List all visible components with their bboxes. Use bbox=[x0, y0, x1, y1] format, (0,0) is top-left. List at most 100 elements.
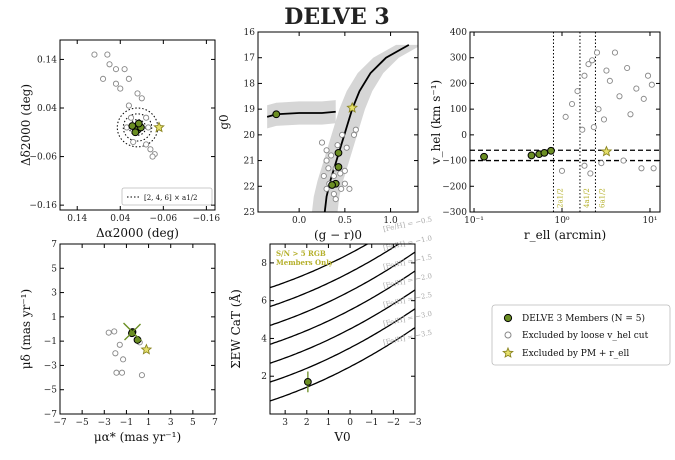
rv-excluded-point bbox=[600, 116, 608, 123]
rv-xtick-label: 10⁰ bbox=[554, 216, 569, 226]
cmd-member-point bbox=[328, 181, 336, 189]
pm-ylabel: μδ (mas yr⁻¹) bbox=[19, 289, 33, 369]
cat-feh-label: [Fe/H] = −1.5 bbox=[382, 253, 432, 271]
pm-plot-area bbox=[105, 322, 153, 379]
pm-pm-star bbox=[140, 343, 153, 355]
cmd-member-point bbox=[272, 110, 281, 119]
spatial-excluded-point bbox=[125, 75, 132, 82]
pm-excluded-point bbox=[116, 341, 123, 348]
rv-frame bbox=[469, 31, 661, 213]
rv-excluded-point bbox=[568, 100, 576, 108]
cmd-ytick-label: 19 bbox=[244, 105, 256, 115]
cat-feh-line bbox=[270, 308, 415, 383]
pm-xtick-label: 7 bbox=[212, 418, 218, 428]
cat-annotation: S/N > 5 RGB bbox=[276, 249, 326, 258]
rv-excluded-point bbox=[638, 165, 645, 172]
spatial-excluded-point bbox=[91, 51, 98, 58]
cat-plot-area bbox=[270, 244, 415, 402]
spatial-excluded-point bbox=[121, 66, 128, 73]
rv-member-point bbox=[547, 146, 555, 155]
pm-excluded-point bbox=[120, 356, 127, 363]
rv-excluded-point bbox=[644, 72, 652, 79]
cat-feh-label: [Fe/H] = −2.0 bbox=[382, 272, 432, 290]
cmd-ytick-label: 20 bbox=[244, 131, 256, 141]
spatial-ellipse-label: [2, 4, 6] × a1/2 bbox=[144, 194, 197, 202]
pm-xtick-label: 3 bbox=[168, 418, 174, 428]
rv-excluded-point bbox=[593, 49, 601, 56]
spatial-legend-frame bbox=[121, 187, 213, 206]
cmd-excluded-point bbox=[332, 196, 339, 203]
pm-excluded-point bbox=[118, 369, 126, 376]
rv-excluded-point bbox=[590, 124, 597, 131]
cat-feh-line bbox=[270, 270, 415, 345]
cat-ytick-label: 2 bbox=[261, 372, 267, 382]
cat-feh-label: [Fe/H] = −2.5 bbox=[382, 291, 432, 309]
rv-ytick-label: −100 bbox=[442, 157, 467, 167]
rv-vline-label: 4a1/2 bbox=[583, 188, 591, 208]
rv-excluded-point bbox=[627, 111, 634, 118]
spatial-plot-area bbox=[91, 51, 165, 160]
rv-member-point bbox=[480, 152, 488, 161]
spatial-excluded-point bbox=[143, 141, 150, 148]
rv-excluded-point bbox=[598, 160, 605, 167]
cat-feh-label: [Fe/H] = −3.5 bbox=[382, 329, 432, 347]
legend: DELVE 3 Members (N = 5) Excluded by loos… bbox=[491, 304, 671, 366]
pm-error-bar bbox=[124, 323, 142, 341]
panel-spatial: [2, 4, 6] × a1/2 0.14 0.04 −0.06 −0.16 0.14 0.… bbox=[19, 39, 220, 240]
pm-xtick-label: 5 bbox=[190, 418, 196, 428]
cmd-xtick-label: 0.5 bbox=[338, 216, 353, 226]
spatial-member-point bbox=[134, 119, 143, 128]
rv-excluded-point bbox=[633, 85, 640, 92]
cmd-excluded-point bbox=[325, 165, 332, 172]
cat-feh-line bbox=[270, 251, 415, 327]
rv-excluded-point bbox=[616, 93, 623, 100]
cmd-member-point bbox=[334, 163, 343, 171]
pm-xtick-label: −1 bbox=[120, 418, 133, 428]
rv-excluded-point bbox=[587, 170, 594, 177]
rv-vline-label: 6a1/2 bbox=[598, 188, 606, 208]
cat-ytick-label: 8 bbox=[261, 259, 267, 269]
rv-excluded-point bbox=[620, 157, 627, 164]
cmd-ylabel: g0 bbox=[217, 114, 231, 129]
cmd-xlabel: (g − r)0 bbox=[314, 228, 362, 242]
pm-excluded-point bbox=[112, 350, 119, 357]
cmd-ytick-label: 22 bbox=[244, 182, 255, 192]
cmd-excluded-point bbox=[350, 131, 358, 138]
pm-ytick-label: 1 bbox=[51, 313, 57, 323]
figure-title: DELVE 3 bbox=[284, 4, 390, 30]
cmd-member-point bbox=[334, 148, 343, 157]
legend-frame bbox=[491, 304, 671, 366]
rv-plot-area bbox=[470, 32, 660, 212]
rv-ytick-label: −300 bbox=[442, 208, 467, 218]
panel-pm: −7 −5 −3 −1 1 3 5 7 −7 −5 −3 −1 1 3 5 7 μα* (mas yr⁻¹) μδ… bbox=[19, 240, 218, 444]
cmd-ytick-label: 21 bbox=[244, 157, 255, 167]
spatial-excluded-point bbox=[130, 138, 137, 146]
spatial-excluded-point bbox=[127, 114, 135, 121]
cmd-ytick-label: 17 bbox=[244, 54, 256, 64]
cat-xtick-label: 1 bbox=[326, 418, 332, 428]
rv-xtick-label: 10¹ bbox=[642, 216, 657, 226]
rv-excluded-point bbox=[581, 72, 588, 79]
rv-excluded-point bbox=[562, 113, 569, 120]
spatial-xtick-label: 0.14 bbox=[67, 214, 87, 224]
rv-member-point bbox=[540, 148, 549, 157]
spatial-excluded-point bbox=[104, 51, 111, 58]
spatial-ytick-label: 0.14 bbox=[37, 55, 57, 65]
pm-excluded-point bbox=[105, 329, 112, 336]
cmd-excluded-point bbox=[341, 167, 348, 174]
cmd-ytick-label: 23 bbox=[244, 208, 256, 218]
spatial-ytick-label: −0.06 bbox=[29, 153, 57, 163]
cmd-excluded-point bbox=[352, 126, 359, 133]
cat-xtick-label: −1 bbox=[365, 418, 378, 428]
cat-ytick-label: 4 bbox=[261, 334, 267, 344]
rv-excluded-point bbox=[650, 165, 657, 172]
spatial-excluded-point bbox=[134, 90, 141, 97]
spatial-excluded-point bbox=[106, 61, 113, 68]
rv-pm-star bbox=[600, 145, 613, 157]
rv-ytick-label: −200 bbox=[442, 182, 467, 192]
pm-xlabel: μα* (mas yr⁻¹) bbox=[94, 430, 181, 444]
pm-excluded-point bbox=[113, 369, 120, 376]
spatial-excluded-point bbox=[147, 146, 154, 153]
spatial-excluded-point bbox=[145, 124, 152, 131]
cmd-excluded-point bbox=[328, 152, 335, 159]
